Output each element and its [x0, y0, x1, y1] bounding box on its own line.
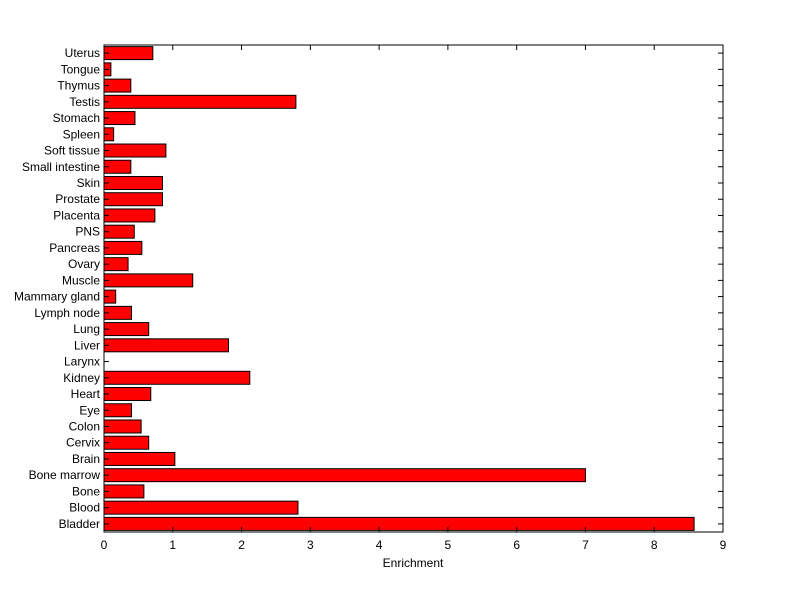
y-tick-label: Bone marrow	[29, 468, 101, 482]
bars-group	[103, 46, 695, 531]
y-tick-label: Lung	[73, 322, 100, 336]
y-tick-label: Testis	[69, 95, 100, 109]
x-tick-label: 8	[651, 538, 658, 552]
y-tick-label: Skin	[77, 176, 100, 190]
bar-soft-tissue	[103, 143, 167, 158]
x-tick-label: 2	[238, 538, 245, 552]
bar-heart	[103, 387, 152, 402]
plot-area	[103, 44, 724, 533]
bar-cervix	[103, 435, 150, 450]
y-tick-label: Ovary	[68, 257, 100, 271]
bar-brain	[103, 451, 176, 466]
y-tick-label: Uterus	[65, 46, 100, 60]
y-tick-label: Brain	[72, 452, 100, 466]
x-ticks-group: 0 1 2 3 4 5 6 7 8 9	[101, 45, 727, 552]
bar-kidney	[103, 370, 251, 385]
y-tick-label: Heart	[71, 387, 101, 401]
y-tick-label: Pancreas	[49, 241, 100, 255]
y-tick-label: Placenta	[53, 208, 100, 222]
bar-pancreas	[103, 240, 143, 255]
y-tick-label: Tongue	[61, 62, 101, 76]
y-tick-label: Stomach	[53, 111, 100, 125]
y-tick-label: Muscle	[62, 273, 100, 287]
y-tick-label: Larynx	[64, 355, 100, 369]
bar-bone	[103, 484, 145, 499]
bar-prostate	[103, 192, 163, 207]
bar-testis	[103, 94, 297, 109]
y-tick-label: Small intestine	[22, 160, 100, 174]
y-tick-label: PNS	[75, 225, 100, 239]
x-tick-label: 6	[513, 538, 520, 552]
bar-skin	[103, 175, 163, 190]
x-tick-label: 4	[376, 538, 383, 552]
y-tick-label: Spleen	[63, 127, 100, 141]
y-tick-label: Kidney	[63, 371, 100, 385]
y-tick-label: Mammary gland	[14, 290, 100, 304]
y-tick-label: Prostate	[55, 192, 100, 206]
x-tick-label: 5	[445, 538, 452, 552]
y-tick-label: Eye	[79, 403, 100, 417]
x-axis-label: Enrichment	[383, 556, 444, 570]
bar-uterus	[103, 46, 154, 61]
y-tick-label: Colon	[69, 419, 100, 433]
bar-liver	[103, 338, 229, 353]
bar-colon	[103, 419, 142, 434]
y-tick-label: Lymph node	[34, 306, 100, 320]
y-tick-label: Liver	[74, 338, 100, 352]
y-tick-label: Thymus	[57, 79, 100, 93]
bar-muscle	[103, 273, 194, 288]
y-ticks-group: Bladder Blood Bone Bone marrow Brain Cervix Co…	[14, 46, 723, 531]
x-tick-label: 7	[582, 538, 589, 552]
bar-bladder	[103, 516, 695, 531]
x-tick-label: 3	[307, 538, 314, 552]
y-tick-label: Cervix	[66, 436, 100, 450]
x-tick-label: 0	[101, 538, 108, 552]
y-tick-label: Soft tissue	[44, 144, 100, 158]
y-tick-label: Bone	[72, 484, 100, 498]
bar-lung	[103, 322, 150, 337]
bar-bone-marrow	[103, 468, 586, 483]
bar-placenta	[103, 208, 156, 223]
y-tick-label: Bladder	[59, 517, 100, 531]
y-tick-label: Blood	[69, 501, 100, 515]
x-tick-label: 1	[169, 538, 176, 552]
x-tick-label: 9	[720, 538, 727, 552]
bar-blood	[103, 500, 299, 515]
